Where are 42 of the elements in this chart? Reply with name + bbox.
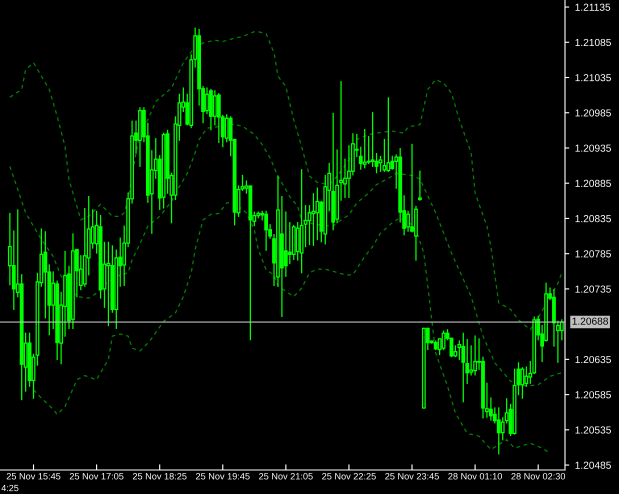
- x-tick-label: 28 Nov 02:30: [511, 473, 566, 480]
- candlestick: [382, 138, 386, 172]
- x-tick-label: 25 Nov 15:45: [6, 473, 60, 480]
- candlestick: [473, 335, 478, 376]
- x-tick-label: 25 Nov 21:05: [259, 473, 313, 480]
- x-tick-label: 28 Nov 01:10: [448, 473, 502, 480]
- candlestick: [496, 407, 501, 454]
- candlestick: [410, 144, 414, 232]
- y-tick-label: 1.20735: [575, 286, 611, 293]
- x-tick-label: 25 Nov 19:45: [196, 473, 250, 480]
- text: 4:25: [1, 484, 18, 492]
- candlestick: [288, 222, 292, 264]
- candlestick: [205, 87, 209, 114]
- candlestick: [520, 367, 524, 399]
- x-tick-label: 25 Nov 18:25: [132, 473, 187, 480]
- y-tick-label: 1.20785: [575, 250, 611, 258]
- x-tick-label: 25 Nov 23:45: [385, 473, 439, 480]
- candlestick: [418, 170, 422, 201]
- candlestick: [264, 210, 268, 251]
- y-tick-label: 1.20935: [575, 144, 611, 152]
- y-tick-label: 1.21085: [575, 38, 611, 46]
- x-tick-label: 25 Nov 22:25: [322, 473, 376, 480]
- candlestick: [386, 97, 390, 172]
- candlestick: [106, 242, 110, 326]
- candlestick: [216, 93, 221, 143]
- y-tick-label: 1.20535: [575, 426, 611, 434]
- candlestick: [284, 211, 288, 277]
- candlestick: [362, 129, 367, 168]
- y-tick-label: 1.20885: [575, 180, 611, 187]
- candlestick: [461, 332, 466, 402]
- x-tick-label: 25 Nov 17:05: [70, 473, 124, 480]
- y-tick-label: 1.20485: [575, 462, 611, 469]
- y-tick-label: 1.20835: [575, 215, 611, 222]
- ref-line-label: 1.20688: [572, 318, 608, 325]
- candlestick: [296, 222, 300, 261]
- candlestick: [442, 330, 446, 350]
- y-tick-label: 1.20585: [575, 391, 611, 398]
- y-tick-label: 1.20985: [575, 109, 611, 117]
- y-tick-label: 1.20635: [575, 356, 611, 364]
- y-tick-label: 1.21035: [575, 74, 611, 82]
- y-tick-label: 1.21135: [575, 4, 610, 11]
- candlestick: [212, 90, 217, 126]
